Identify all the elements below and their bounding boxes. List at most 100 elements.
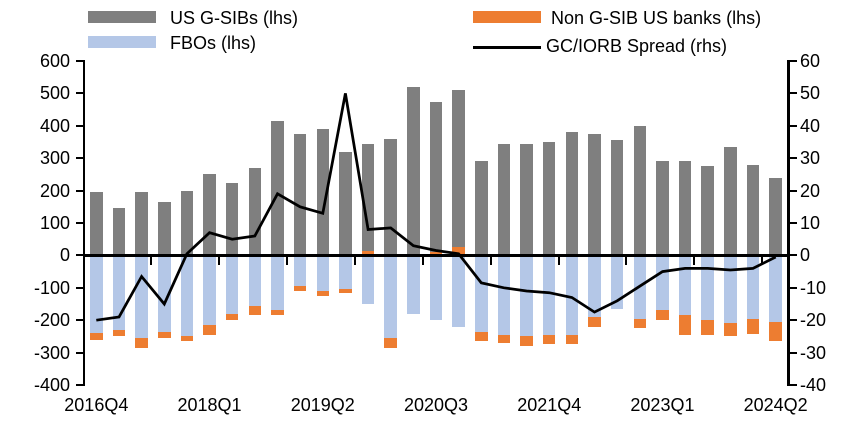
bar-us-gsibs-2024Q1 — [746, 164, 760, 256]
bar-fbos-2021Q1 — [475, 255, 488, 332]
bar-us-gsibs-2022Q1 — [565, 132, 579, 256]
bar-us-gsibs-2024Q2 — [769, 177, 782, 256]
bar-non-gsib-2023Q4 — [724, 323, 737, 337]
x-axis-label: 2020Q3 — [403, 395, 469, 415]
x-axis-label: 2021Q4 — [517, 395, 582, 415]
bar-fbos-2017Q3 — [158, 255, 171, 332]
y-axis-label-left: -300 — [33, 342, 70, 363]
y-axis-label-left: 500 — [39, 83, 70, 104]
bar-us-gsibs-2021Q4 — [542, 142, 556, 256]
y-axis-label-left: 300 — [39, 148, 70, 169]
bar-fbos-2021Q2 — [497, 255, 511, 335]
y-tick-right — [789, 254, 797, 257]
bar-us-gsibs-2020Q1 — [384, 138, 397, 256]
bar-non-gsib-2023Q3 — [701, 320, 714, 335]
x-axis-label: 2019Q2 — [290, 395, 355, 415]
bar-fbos-2018Q2 — [225, 255, 239, 314]
y-tick-right — [789, 92, 797, 95]
y-tick-right — [789, 222, 797, 224]
y-axis-label-left: -100 — [33, 277, 70, 298]
bar-fbos-2018Q3 — [248, 255, 262, 306]
y-tick-right — [789, 124, 797, 127]
bar-us-gsibs-2017Q4 — [180, 190, 194, 256]
bar-fbos-2019Q4 — [361, 255, 375, 304]
bar-us-gsibs-2022Q2 — [588, 133, 601, 256]
legend-label-fbos: FBOs (lhs) — [170, 33, 257, 53]
bar-non-gsib-2022Q1 — [565, 334, 579, 345]
y-tick-left — [75, 319, 83, 322]
bar-fbos-2023Q2 — [678, 255, 692, 316]
y-axis-label-right: 20 — [800, 180, 821, 201]
bar-non-gsib-2020Q1 — [384, 338, 397, 348]
bar-non-gsib-2018Q4 — [271, 310, 284, 316]
x-axis-label: 2016Q4 — [64, 395, 129, 415]
bar-non-gsib-2018Q1 — [203, 325, 216, 335]
bar-fbos-2019Q2 — [316, 255, 330, 292]
legend-label-us-gsibs: US G-SIBs (lhs) — [170, 8, 299, 28]
y-axis-label-left: -400 — [33, 375, 70, 395]
x-tick — [761, 256, 764, 265]
x-axis-label: 2024Q2 — [743, 395, 808, 415]
x-tick — [353, 256, 356, 265]
zero-line — [82, 254, 790, 257]
y-tick-right — [789, 157, 797, 160]
bar-non-gsib-2024Q1 — [746, 318, 760, 335]
bar-us-gsibs-2021Q2 — [497, 143, 511, 256]
bar-fbos-2022Q3 — [610, 255, 624, 309]
bar-fbos-2018Q1 — [203, 255, 216, 326]
bar-non-gsib-2017Q3 — [158, 331, 171, 338]
bar-non-gsib-2019Q2 — [316, 291, 330, 296]
bar-non-gsib-2022Q4 — [633, 318, 647, 329]
bar-fbos-2023Q4 — [724, 255, 737, 324]
bar-fbos-2024Q1 — [746, 255, 760, 319]
bar-non-gsib-2024Q2 — [769, 321, 782, 342]
x-tick — [217, 256, 220, 265]
y-tick-right — [789, 189, 797, 192]
y-tick-left — [75, 124, 83, 127]
bar-fbos-2016Q4 — [90, 255, 103, 334]
bar-us-gsibs-2017Q3 — [158, 201, 171, 256]
bar-us-gsibs-2023Q1 — [656, 161, 669, 256]
bar-non-gsib-2016Q4 — [90, 333, 103, 340]
bar-us-gsibs-2017Q1 — [112, 208, 126, 256]
y-axis-label-right: -20 — [800, 310, 827, 331]
legend-swatch-us-gsibs — [88, 11, 156, 23]
bar-non-gsib-2023Q2 — [678, 315, 692, 335]
bar-us-gsibs-2017Q2 — [135, 192, 148, 256]
y-axis-line-right — [787, 60, 790, 386]
y-axis-label-right: 0 — [800, 245, 811, 266]
bar-us-gsibs-2023Q4 — [724, 146, 737, 256]
y-tick-right — [789, 286, 797, 289]
bar-us-gsibs-2019Q3 — [339, 151, 352, 256]
x-axis-label: 2018Q1 — [177, 395, 242, 415]
legend-label-non-gsib: Non G-SIB US banks (lhs) — [551, 8, 762, 28]
bar-fbos-2021Q3 — [520, 255, 533, 337]
bar-non-gsib-2018Q2 — [225, 313, 239, 321]
y-tick-left — [75, 222, 83, 224]
y-tick-right — [789, 351, 797, 354]
bar-us-gsibs-2022Q4 — [633, 125, 647, 256]
x-tick — [625, 256, 628, 265]
bar-non-gsib-2019Q3 — [339, 289, 352, 293]
bar-fbos-2024Q2 — [769, 255, 782, 322]
bar-us-gsibs-2019Q4 — [361, 143, 375, 251]
y-axis-label-left: 200 — [39, 180, 70, 201]
bar-fbos-2020Q4 — [452, 255, 465, 327]
bar-us-gsibs-2020Q2 — [407, 86, 420, 256]
y-tick-left — [75, 384, 83, 386]
bar-us-gsibs-2019Q1 — [293, 133, 307, 256]
y-tick-right — [789, 384, 797, 386]
x-tick — [489, 256, 492, 265]
bar-fbos-2019Q3 — [339, 255, 352, 290]
bar-fbos-2017Q4 — [180, 255, 194, 337]
bar-non-gsib-2017Q4 — [180, 336, 194, 342]
y-tick-left — [75, 286, 83, 289]
x-tick — [557, 256, 560, 265]
y-axis-label-left: 100 — [39, 213, 70, 233]
bar-us-gsibs-2018Q4 — [271, 120, 284, 256]
bar-fbos-2020Q1 — [384, 255, 397, 338]
bar-us-gsibs-2022Q3 — [610, 140, 624, 256]
bar-non-gsib-2021Q1 — [475, 331, 488, 342]
bar-non-gsib-2019Q1 — [293, 286, 307, 292]
